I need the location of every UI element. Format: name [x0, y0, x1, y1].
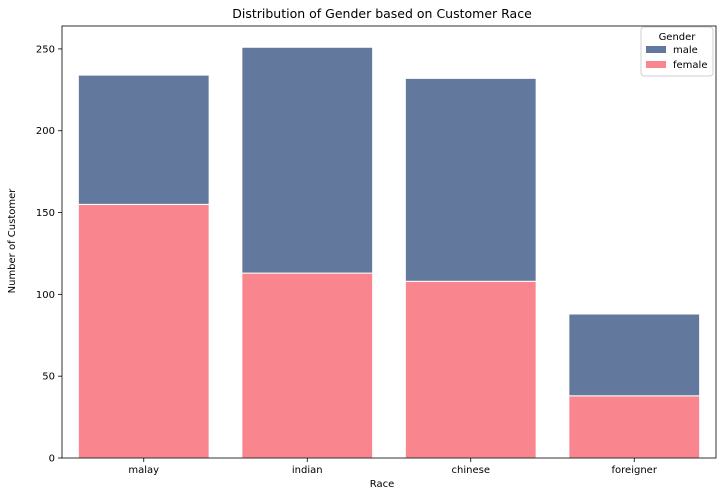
bar-male-chinese	[404, 77, 537, 282]
y-tick-label: 0	[49, 454, 55, 465]
x-tick-label: chinese	[452, 465, 490, 476]
legend-label-male: male	[673, 45, 698, 56]
bar-male-malay	[77, 74, 210, 205]
y-tick-label: 200	[36, 126, 55, 137]
bar-female-indian	[241, 272, 374, 459]
bar-male-indian	[241, 46, 374, 274]
chart-title: Distribution of Gender based on Customer…	[232, 6, 532, 21]
bar-female-chinese	[404, 280, 537, 459]
legend-swatch-female	[646, 61, 666, 68]
y-tick-label: 50	[42, 372, 55, 383]
legend-swatch-male	[646, 46, 666, 53]
y-tick-label: 250	[36, 44, 55, 55]
x-axis-label: Race	[370, 479, 395, 490]
y-tick-label: 150	[36, 208, 55, 219]
y-tick-label: 100	[36, 290, 55, 301]
bar-female-malay	[77, 203, 210, 459]
axes-frame	[61, 25, 717, 459]
bar-male-foreigner	[568, 313, 701, 397]
plot-area: 0 50 100 150 200 250 malay indian chinese foreign…	[36, 25, 717, 476]
x-tick-label: malay	[128, 465, 159, 476]
y-axis-label: Number of Customer	[7, 188, 18, 294]
x-tick-label: foreigner	[612, 465, 658, 476]
x-tick-label: indian	[292, 465, 323, 476]
legend: Gender male female	[640, 26, 714, 77]
legend-title: Gender	[659, 32, 697, 43]
bar-female-foreigner	[568, 395, 701, 459]
legend-label-female: female	[673, 60, 707, 71]
